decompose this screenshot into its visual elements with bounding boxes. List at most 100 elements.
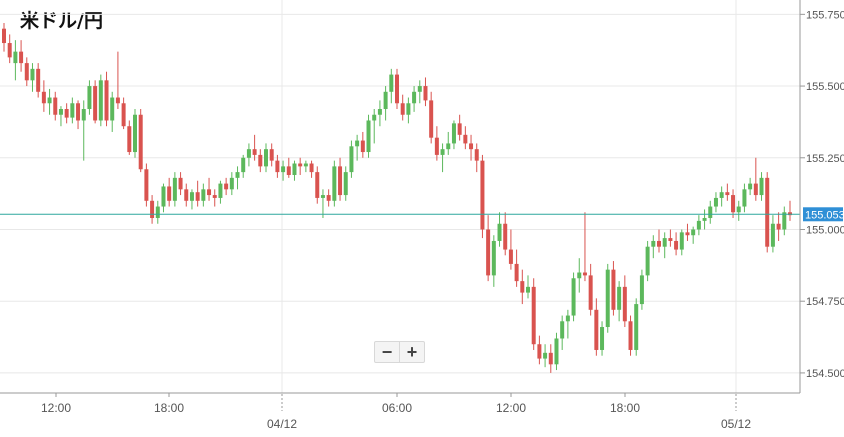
candle-body <box>389 74 394 92</box>
date-tick-label: 04/12 <box>267 417 297 431</box>
candle-body <box>326 195 331 201</box>
candle <box>526 275 530 299</box>
candle-body <box>600 327 605 350</box>
candle <box>446 131 451 155</box>
candle-body <box>560 321 565 339</box>
candle-body <box>70 103 75 118</box>
candle-body <box>588 275 593 310</box>
candle <box>195 180 200 207</box>
candle-body <box>383 91 388 110</box>
candle <box>782 206 787 236</box>
y-tick-label: 155.250 <box>806 153 844 165</box>
candle <box>332 160 337 207</box>
candle-body <box>736 206 741 213</box>
candle-body <box>47 97 52 104</box>
candle <box>440 143 445 173</box>
candle <box>594 298 599 356</box>
candle-body <box>497 223 502 241</box>
candle <box>315 166 320 204</box>
candle-body <box>2 28 6 44</box>
candle <box>58 106 63 127</box>
candle <box>753 157 758 201</box>
candle-body <box>303 163 308 167</box>
candle-body <box>104 80 109 121</box>
candle <box>514 249 519 287</box>
candle <box>2 22 6 52</box>
candle <box>24 57 29 87</box>
candle-body <box>765 177 770 247</box>
candle-body <box>252 149 257 155</box>
candle-body <box>628 321 633 350</box>
candle <box>76 100 81 130</box>
candle <box>719 186 724 207</box>
candle <box>224 177 229 196</box>
candle <box>235 166 240 190</box>
candle-body <box>275 160 280 173</box>
candle-body <box>349 146 354 173</box>
candle-body <box>138 114 143 170</box>
candle-body <box>788 212 792 216</box>
candle-body <box>508 249 513 264</box>
candle-body <box>469 143 474 150</box>
candle <box>634 298 639 356</box>
candle <box>104 71 109 127</box>
candle-body <box>127 126 132 153</box>
candle <box>41 80 46 112</box>
candle <box>201 183 206 207</box>
candle-body <box>332 166 337 201</box>
candle <box>383 86 388 121</box>
candle <box>47 88 52 115</box>
candle-body <box>292 163 297 175</box>
candle <box>64 103 69 124</box>
candle <box>520 269 525 305</box>
candle-body <box>520 281 525 293</box>
candle-body <box>742 189 747 207</box>
candle <box>400 94 405 121</box>
candle <box>155 200 160 224</box>
candles <box>2 22 792 373</box>
candle-body <box>753 183 758 196</box>
candle-body <box>434 137 439 155</box>
candle <box>651 235 656 259</box>
candle <box>161 183 166 213</box>
candle <box>508 229 513 270</box>
candle-body <box>622 286 627 322</box>
candle <box>731 189 736 219</box>
candle-body <box>731 195 736 213</box>
candle-body <box>320 195 325 198</box>
candle <box>605 263 610 333</box>
candle <box>30 63 35 92</box>
candle <box>491 235 496 287</box>
candle-body <box>770 223 775 247</box>
candle-body <box>41 91 46 104</box>
candle-body <box>691 229 696 236</box>
candle-body <box>229 177 234 190</box>
candle-body <box>725 192 730 196</box>
y-tick-label: 155.750 <box>806 9 844 21</box>
candle-body <box>543 352 548 359</box>
candle-body <box>514 263 519 282</box>
zoom-in-button[interactable]: + <box>406 342 418 362</box>
candle <box>53 91 58 121</box>
candle-body <box>406 103 411 115</box>
candle-body <box>674 240 679 250</box>
candle-body <box>195 192 200 201</box>
candle-body <box>298 163 303 167</box>
candle <box>115 51 120 110</box>
candle-body <box>184 189 189 201</box>
candle <box>36 63 41 98</box>
candle-body <box>440 149 445 155</box>
candle <box>429 91 434 144</box>
candle <box>565 309 570 339</box>
candle <box>548 344 553 373</box>
candle-body <box>702 218 707 221</box>
zoom-controls: − + <box>374 341 425 363</box>
candle <box>275 154 280 178</box>
candle-body <box>76 103 81 121</box>
candle <box>600 321 605 356</box>
zoom-out-button[interactable]: − <box>381 342 393 362</box>
candle <box>639 269 644 310</box>
candle-body <box>605 269 610 328</box>
candle <box>207 177 212 201</box>
